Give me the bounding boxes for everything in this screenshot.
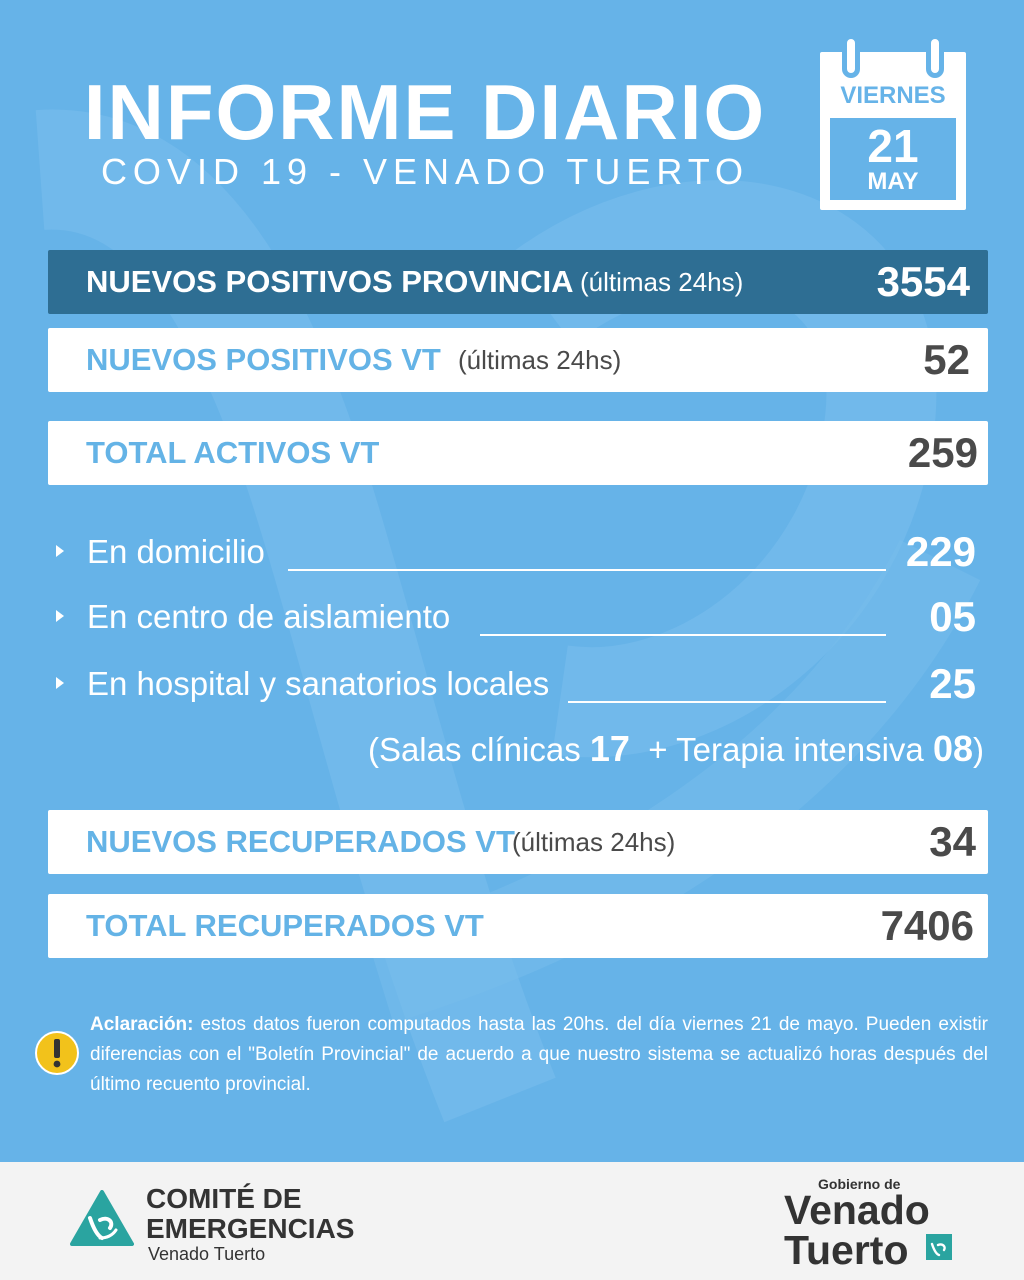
active-vt-value: 259 [907,429,978,476]
page-subtitle: COVID 19 - VENADO TUERTO [100,151,750,192]
vt-positives-bar: NUEVOS POSITIVOS VT (últimas 24hs) 52 [48,328,988,392]
comite-name-line1: COMITÉ DE [146,1183,302,1214]
breakdown-row-aislamiento: En centro de aislamiento 05 [56,592,976,642]
breakdown-row-domicilio: En domicilio 229 [56,527,976,577]
active-vt-bar: TOTAL ACTIVOS VT 259 [48,421,988,485]
comite-city: Venado Tuerto [148,1244,266,1264]
aislamiento-value: 05 [929,593,976,640]
new-recovered-note: (últimas 24hs) [512,827,676,857]
salas-label: Salas clínicas [378,731,581,768]
disclaimer-notice: Aclaración: estos datos fueron computado… [90,1010,988,1100]
terapia-value: 08 [932,728,973,769]
provincia-positives-bar: NUEVOS POSITIVOS PROVINCIA (últimas 24hs… [48,250,988,314]
vt-positives-label: NUEVOS POSITIVOS VT [86,342,441,377]
calendar-ring-icon [842,34,860,78]
calendar-month: MAY [867,168,919,195]
comite-name-line2: EMERGENCIAS [146,1213,355,1244]
total-recovered-bar: TOTAL RECUPERADOS VT 7406 [48,894,988,958]
page-title: INFORME DIARIO [83,68,767,156]
leader-line [480,634,886,636]
date-calendar: VIERNES 21 MAY [820,34,966,210]
disclaimer-text: estos datos fueron computados hasta las … [90,1014,988,1095]
comite-logo-icon [70,1190,134,1246]
aislamiento-label: En centro de aislamiento [87,598,451,635]
calendar-ring-icon [926,34,944,78]
salas-value: 17 [589,728,630,769]
detail-plus: + [648,731,668,768]
leader-line [568,701,886,703]
warning-icon [35,1031,79,1075]
provincia-positives-label: NUEVOS POSITIVOS PROVINCIA [86,264,574,299]
active-vt-label: TOTAL ACTIVOS VT [86,435,380,470]
calendar-day-name: VIERNES [840,82,946,109]
domicilio-value: 229 [905,528,976,575]
leader-line [288,569,886,571]
breakdown-row-hospital: En hospital y sanatorios locales 25 [56,659,976,709]
gov-logo-small-text: Gobierno de [818,1176,901,1192]
detail-close-paren: ) [973,731,984,768]
hospital-detail: (Salas clínicas 17 + Terapia intensiva 0… [368,724,984,775]
new-recovered-value: 34 [929,818,976,865]
domicilio-label: En domicilio [87,533,265,570]
gov-logo-line2: Tuerto [784,1227,909,1273]
hospital-value: 25 [929,660,976,707]
detail-open-paren: ( [367,731,379,768]
new-recovered-label: NUEVOS RECUPERADOS VT [86,824,515,859]
bullet-arrow-icon [56,545,64,557]
bullet-arrow-icon [56,610,64,622]
calendar-day-number: 21 [867,120,919,172]
gov-logo-icon [926,1234,952,1260]
comite-name: COMITÉ DE EMERGENCIAS [146,1184,354,1244]
gov-logo-line1: Venado [784,1187,930,1233]
gov-logo-name: Venado Tuerto [784,1187,930,1273]
disclaimer-title: Aclaración: [90,1014,194,1035]
footer: COMITÉ DE EMERGENCIAS Venado Tuerto Gobi… [0,1162,1024,1280]
terapia-label: Terapia intensiva [676,731,924,768]
vt-positives-note: (últimas 24hs) [458,345,622,375]
total-recovered-value: 7406 [880,902,974,949]
provincia-positives-note: (últimas 24hs) [580,267,744,297]
total-recovered-label: TOTAL RECUPERADOS VT [86,908,484,943]
new-recovered-bar: NUEVOS RECUPERADOS VT (últimas 24hs) 34 [48,810,988,874]
vt-positives-value: 52 [923,336,970,383]
hospital-label: En hospital y sanatorios locales [87,665,550,702]
bullet-arrow-icon [56,677,64,689]
provincia-positives-value: 3554 [876,258,970,305]
